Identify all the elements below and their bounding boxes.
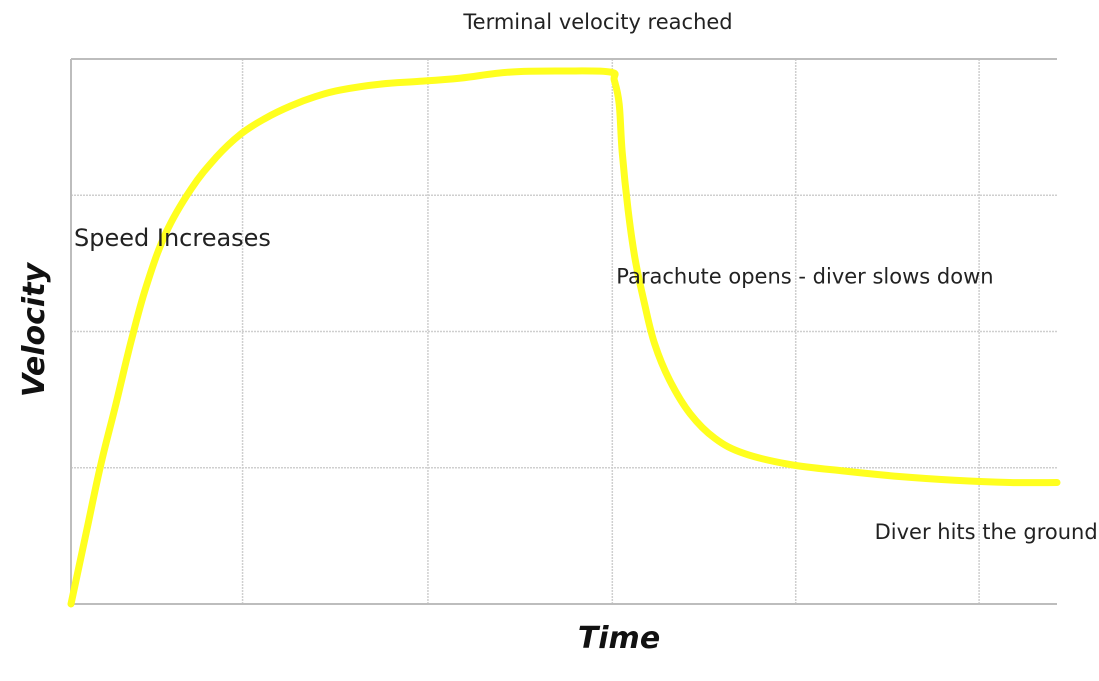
series-layer: [67, 67, 1061, 608]
y-axis-title: Velocity: [17, 261, 52, 397]
annotation-diver-hits-ground: Diver hits the ground: [875, 520, 1098, 544]
annotation-terminal-velocity: Terminal velocity reached: [462, 10, 732, 34]
grid: [71, 59, 1057, 604]
axes: [70, 58, 1057, 605]
x-axis-title: Time: [578, 621, 660, 656]
annotation-speed-increases: Speed Increases: [74, 224, 271, 252]
velocity-curve: [67, 67, 1061, 608]
annotations: Terminal velocity reached Speed Increases…: [74, 10, 1098, 544]
annotation-parachute-opens: Parachute opens - diver slows down: [616, 265, 993, 289]
